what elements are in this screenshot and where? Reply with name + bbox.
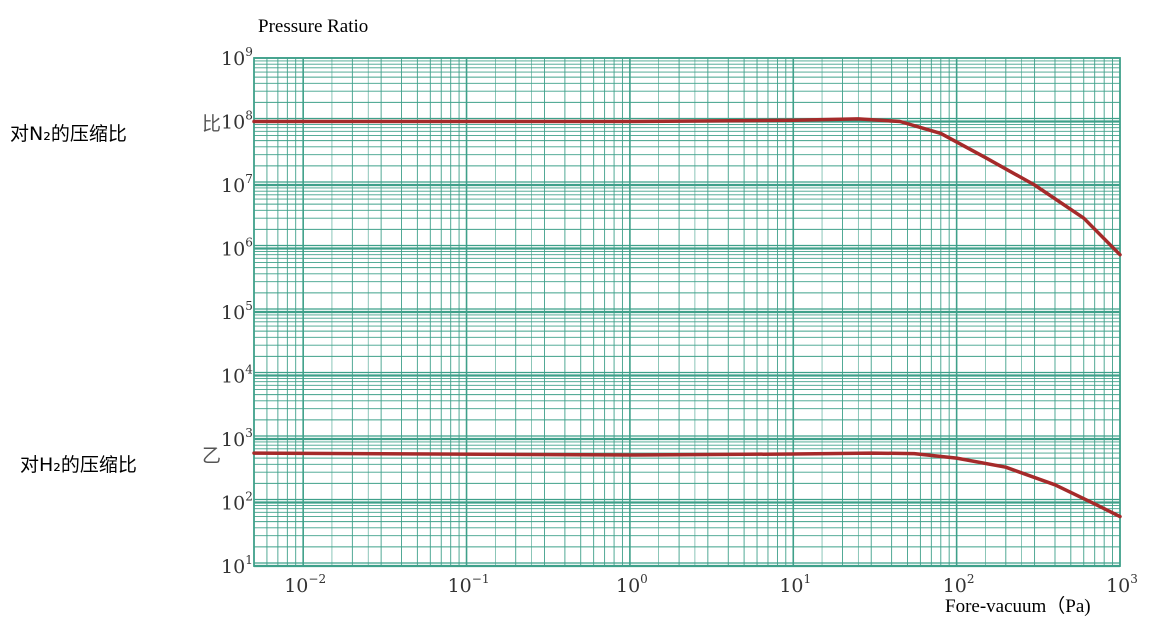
series-label-h2: 对H₂的压缩比 [20,454,137,476]
series-line-n2 [252,117,1122,257]
x-axis-label: Fore-vacuum（Pa) [945,595,1091,617]
y-tick-label: 105 [221,299,253,324]
stray-mark-h2: 乙 [202,445,221,467]
chart-title: Pressure Ratio [258,16,368,37]
y-tick-label: 102 [221,490,253,515]
plot-area [252,117,1122,519]
stray-mark-n2: 比 [202,113,221,135]
plot-frame [253,57,1121,567]
x-tick-label: 103 [1106,572,1138,597]
x-tick-labels: 10−2 10−1 100 101 102 103 [284,572,1138,597]
y-tick-label: 103 [221,426,253,451]
y-tick-label: 107 [221,172,253,197]
y-tick-label: 108 [221,109,253,134]
grid [253,57,1121,568]
series-line-h2 [252,451,1122,519]
series-label-n2: 对N₂的压缩比 [10,123,127,145]
y-tick-label: 104 [221,363,253,388]
y-tick-label: 106 [221,236,253,261]
y-tick-labels: 101 102 103 104 105 106 107 108 109 [221,45,253,578]
x-tick-label: 102 [943,572,975,597]
x-tick-label: 101 [779,572,811,597]
x-tick-label: 10−2 [284,572,326,597]
y-tick-label: 109 [221,45,253,70]
y-tick-label: 101 [221,553,253,578]
x-tick-label: 100 [616,572,648,597]
x-tick-label: 10−1 [448,572,490,597]
